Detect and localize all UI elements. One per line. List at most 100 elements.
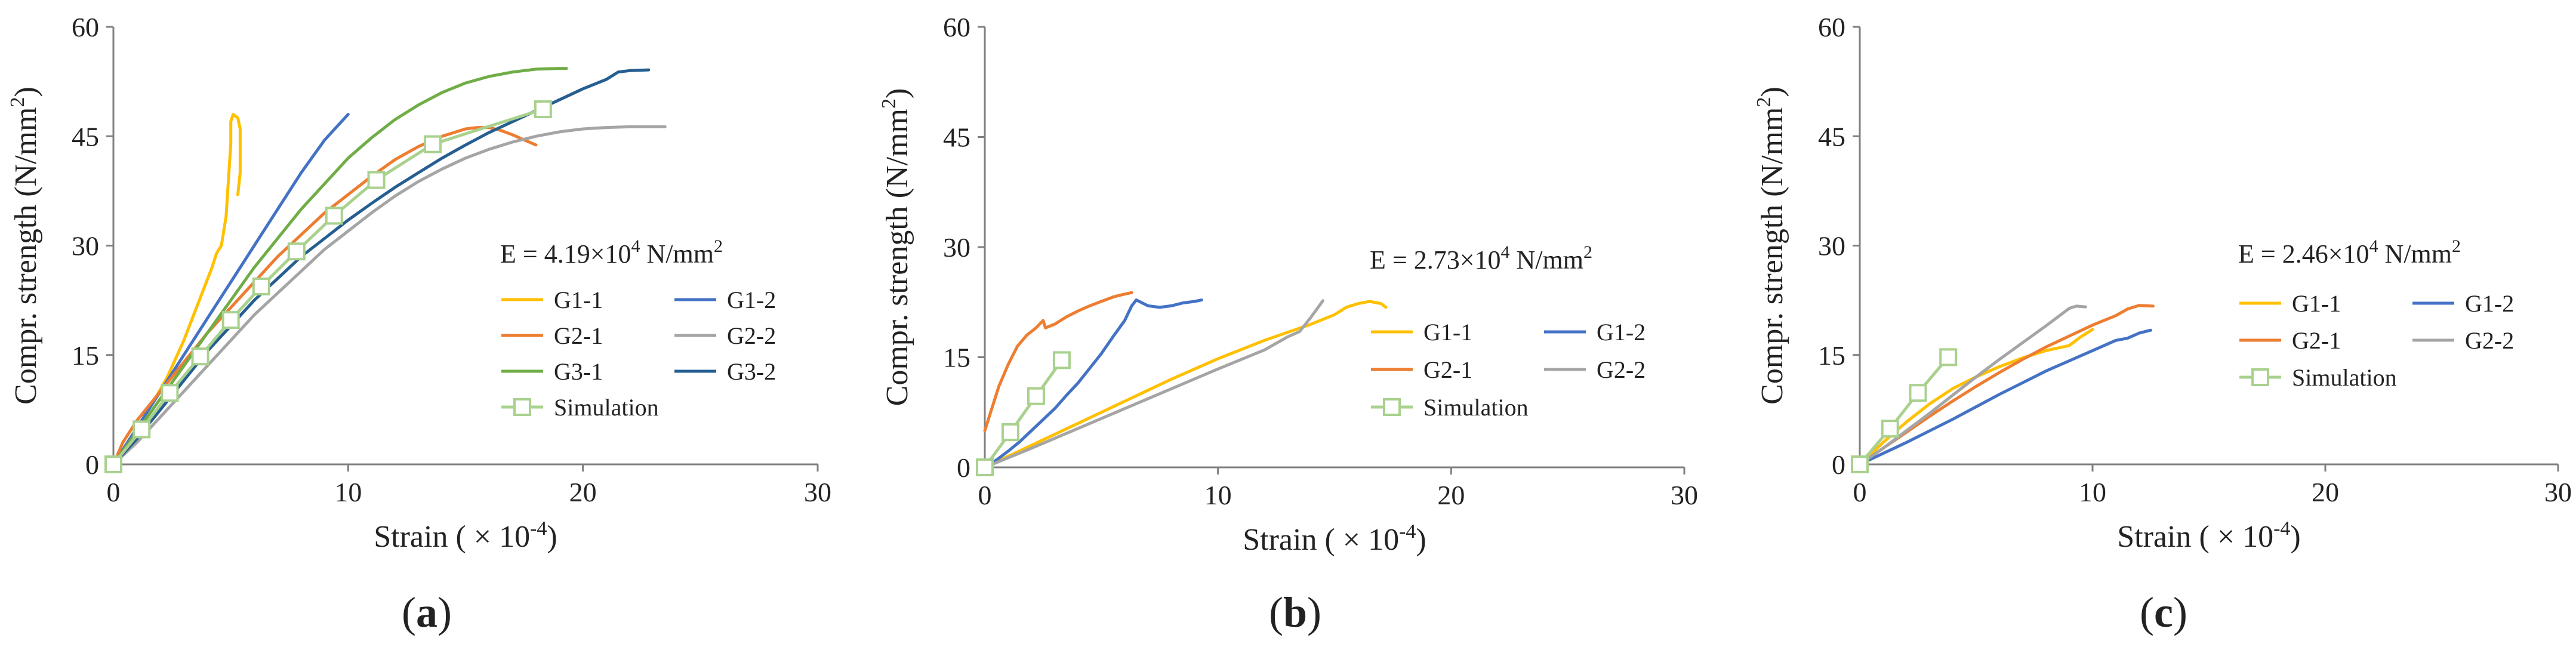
legend-label: G1-1	[2292, 290, 2341, 317]
legend-label: G1-2	[1597, 319, 1646, 346]
legend-label: G2-2	[1597, 356, 1646, 383]
legend-marker	[1383, 398, 1401, 416]
y-tick-label: 15	[72, 340, 99, 371]
x-tick-label: 10	[334, 477, 362, 507]
y-tick-label: 60	[943, 12, 970, 42]
y-axis-label: Compr. strength (N/mm2)	[1753, 87, 1789, 405]
series-line-g2-2	[983, 299, 1324, 469]
y-tick-label: 0	[1832, 449, 1845, 480]
x-tick-label: 0	[978, 480, 992, 510]
x-axis-label: Strain ( × 10-4)	[374, 517, 557, 554]
simulation-marker	[976, 458, 994, 476]
simulation-marker	[161, 384, 179, 402]
x-tick-label: 20	[2312, 477, 2339, 507]
y-tick-label: 0	[957, 452, 970, 483]
simulation-marker	[133, 420, 151, 439]
y-axis-label: Compr. strength (N/mm2)	[878, 88, 914, 406]
series-line-g1-2	[983, 298, 1203, 469]
y-tick-label: 15	[943, 343, 970, 373]
panel-b: 0 15 30 45 60 0 10 20 30 Strain ( × 10-4) Compr. s…	[878, 12, 1698, 636]
simulation-marker	[1939, 348, 1958, 366]
y-tick-label: 45	[943, 122, 970, 153]
legend-label: Simulation	[1423, 394, 1529, 421]
legend-label: G3-1	[554, 358, 603, 385]
legend-label: G3-2	[727, 358, 776, 385]
series-line-g1-1	[1858, 328, 2094, 466]
simulation-marker	[1027, 387, 1045, 405]
legend-label: G2-2	[2465, 327, 2514, 354]
legend: G1-1 G1-2 G2-1 G2-2 G3-1 G3-2 Simulation	[501, 286, 776, 421]
series-line-simulation	[1858, 355, 1950, 466]
x-tick-label: 20	[569, 477, 597, 507]
y-tick-label: 15	[1818, 340, 1845, 371]
panel-a: 0 15 30 45 60 0 10 20 30 Strain ( × 10-4) Compr. s…	[7, 12, 831, 636]
simulation-marker	[1881, 420, 1899, 438]
simulation-marker	[221, 311, 240, 329]
x-axis-label: Strain ( × 10-4)	[2117, 517, 2301, 554]
modulus-annotation: E = 2.73×104 N/mm2	[1370, 242, 1592, 275]
series-line-g2-2	[112, 125, 667, 466]
series-line-g2-1	[112, 126, 538, 466]
simulation-marker	[325, 207, 343, 225]
y-tick-label: 45	[72, 121, 99, 152]
simulation-marker	[423, 135, 442, 153]
simulation-marker	[534, 100, 552, 119]
y-tick-label: 45	[1818, 121, 1845, 152]
y-tick-label: 30	[943, 232, 970, 263]
panel-caption: (a)	[402, 589, 452, 636]
legend-label: G1-1	[1423, 319, 1472, 346]
legend-label: G1-1	[554, 286, 603, 313]
panel-caption: (b)	[1269, 589, 1321, 636]
y-tick-label: 0	[85, 449, 99, 480]
series-line-g1-1	[983, 300, 1388, 469]
x-axis-label: Strain ( × 10-4)	[1243, 520, 1426, 557]
legend: G1-1 G1-2 G2-1 G2-2 Simulation	[1371, 319, 1646, 421]
panel-c: 0 15 30 45 60 0 10 20 30 Strain ( × 10-4) Compr. s…	[1753, 12, 2572, 636]
legend-label: G2-2	[727, 322, 776, 349]
legend-marker	[2251, 368, 2269, 386]
x-tick-label: 30	[1671, 480, 1698, 510]
legend-label: G1-2	[727, 286, 776, 313]
x-tick-label: 30	[804, 477, 831, 507]
simulation-marker	[287, 242, 306, 261]
series-line-simulation	[112, 107, 545, 466]
modulus-annotation: E = 2.46×104 N/mm2	[2238, 236, 2461, 269]
simulation-marker	[367, 171, 386, 189]
legend-label: G2-1	[1423, 356, 1472, 383]
series-line-g1-1	[112, 113, 242, 466]
x-tick-label: 10	[2079, 477, 2106, 507]
x-tick-label: 0	[1853, 477, 1867, 507]
simulation-marker	[1001, 423, 1019, 441]
simulation-marker	[191, 347, 209, 366]
legend: G1-1 G1-2 G2-1 G2-2 Simulation	[2239, 290, 2514, 391]
y-tick-label: 60	[72, 12, 99, 42]
modulus-annotation: E = 4.19×104 N/mm2	[500, 236, 723, 269]
simulation-marker	[104, 455, 122, 473]
legend-label: Simulation	[554, 394, 659, 421]
x-tick-label: 20	[1437, 480, 1465, 510]
simulation-marker	[252, 277, 270, 295]
legend-marker	[513, 398, 531, 416]
x-tick-label: 10	[1204, 480, 1232, 510]
legend-label: G2-1	[2292, 327, 2341, 354]
y-tick-label: 30	[72, 231, 99, 261]
y-tick-label: 60	[1818, 12, 1845, 42]
series-line-simulation	[983, 358, 1064, 469]
legend-label: G1-2	[2465, 290, 2514, 317]
series-line-g2-2	[1858, 304, 2087, 466]
legend-label: G2-1	[554, 322, 603, 349]
simulation-marker	[1851, 455, 1869, 473]
panel-caption: (c)	[2140, 589, 2187, 636]
series-line-g2-1	[983, 291, 1133, 432]
simulation-marker	[1052, 351, 1071, 369]
legend-label: Simulation	[2292, 364, 2397, 391]
series-line-g2-1	[1858, 304, 2155, 466]
simulation-marker	[1909, 384, 1927, 402]
y-tick-label: 30	[1818, 231, 1845, 261]
x-tick-label: 30	[2544, 477, 2572, 507]
series-line-g1-2	[112, 113, 350, 466]
x-tick-label: 0	[107, 477, 121, 507]
series-line-g1-2	[1858, 328, 2152, 466]
y-axis-label: Compr. strength (N/mm2)	[7, 87, 43, 405]
